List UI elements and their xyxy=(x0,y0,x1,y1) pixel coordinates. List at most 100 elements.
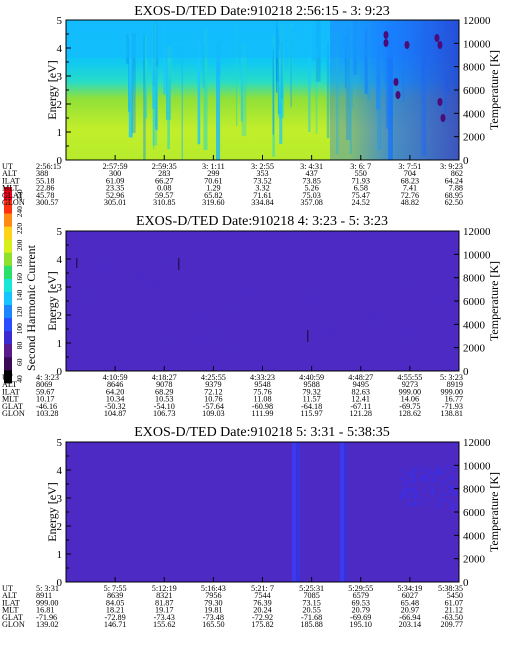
table-cell: 72.76 xyxy=(401,191,419,200)
heatmap-speckle xyxy=(421,503,425,506)
heatmap-speckle xyxy=(405,479,409,481)
heatmap-streak xyxy=(142,273,144,283)
table-cell: 3: 2:55 xyxy=(251,162,274,171)
heatmap-streak xyxy=(244,288,246,297)
heatmap-streak xyxy=(395,235,397,240)
heatmap-streak xyxy=(175,257,177,265)
heatmap-streak xyxy=(297,442,300,582)
table-cell: 76.39 xyxy=(253,598,271,607)
table-cell: 16.81 xyxy=(36,606,54,615)
table-cell: 7544 xyxy=(254,591,270,600)
heatmap-speckle xyxy=(438,503,442,506)
y2-tick-label: 0 xyxy=(463,577,469,589)
heatmap-speckle xyxy=(402,488,407,493)
table-cell: 10.34 xyxy=(106,395,124,404)
heatmap-speckle xyxy=(400,495,404,498)
heatmap-streak xyxy=(152,280,154,288)
heatmap-spot xyxy=(395,91,401,99)
panel-2-heatmap xyxy=(66,231,459,371)
y-tick-label: 3 xyxy=(57,71,63,83)
colorbar-block xyxy=(4,343,12,358)
table-cell: 10.53 xyxy=(155,395,173,404)
heatmap-speckle xyxy=(441,472,443,474)
heatmap-streak xyxy=(76,258,78,268)
table-cell: 319.60 xyxy=(202,198,225,207)
table-row-label: GLON xyxy=(2,409,25,418)
table-cell: 65.48 xyxy=(401,598,419,607)
panel-3-axes: 0 1 2 3 4 5 0 2000 4000 6000 8000 10000 12000 xyxy=(57,437,492,589)
table-cell: 139.02 xyxy=(36,620,59,629)
heatmap-speckle xyxy=(421,495,423,499)
colorbar-tick-label: 250 xyxy=(15,189,24,201)
heatmap-speckle xyxy=(450,504,454,510)
heatmap-speckle xyxy=(452,465,455,471)
table-cell: 6027 xyxy=(402,591,418,600)
y2-tick-label: 10000 xyxy=(463,249,491,261)
table-cell: -71.93 xyxy=(442,402,463,411)
table-cell: 9379 xyxy=(205,380,221,389)
table-cell: 64.20 xyxy=(106,387,124,396)
colorbar-block xyxy=(4,317,12,332)
y-tick-label: 2 xyxy=(57,99,63,111)
table-cell: -64.18 xyxy=(301,402,322,411)
table-cell: 138.81 xyxy=(440,409,463,418)
panel-2-y2label: Temperature [K] xyxy=(487,261,501,341)
colorbar-tick-label: 80 xyxy=(15,342,24,350)
table-cell: 8911 xyxy=(36,591,52,600)
heatmap-speckle xyxy=(407,499,409,503)
table-cell: 68.23 xyxy=(401,176,419,185)
table-cell: 4:48:27 xyxy=(348,373,373,382)
table-cell: 4:40:59 xyxy=(299,373,324,382)
heatmap-speckle xyxy=(414,500,417,504)
table-cell: 9495 xyxy=(353,380,369,389)
heatmap-speckle xyxy=(448,485,453,487)
table-cell: 146.71 xyxy=(104,620,127,629)
heatmap-speckle xyxy=(411,487,416,491)
y-tick-label: 4 xyxy=(57,43,63,55)
table-row-label: GLON xyxy=(2,620,25,629)
y2-tick-label: 2000 xyxy=(463,343,486,355)
heatmap-speckle xyxy=(422,479,426,482)
panel-1-y2label: Temperature [K] xyxy=(487,50,501,130)
table-cell: -72.89 xyxy=(105,613,126,622)
table-cell: 5:21: 7 xyxy=(251,584,274,593)
table-row-label: ALT xyxy=(2,591,17,600)
table-cell: -73.43 xyxy=(154,613,175,622)
table-cell: 121.28 xyxy=(349,409,372,418)
heatmap-speckle xyxy=(442,499,444,503)
colorbar-tick-label: 120 xyxy=(15,306,24,318)
heatmap-speckle xyxy=(455,503,458,507)
table-cell: 72.12 xyxy=(204,387,222,396)
heatmap-spot xyxy=(383,31,389,39)
heatmap-streak xyxy=(345,442,347,582)
heatmap-streak xyxy=(167,336,168,341)
heatmap-speckle xyxy=(414,501,417,506)
table-cell: 10.17 xyxy=(36,395,54,404)
heatmap-speckle xyxy=(418,485,420,487)
heatmap-speckle xyxy=(414,477,417,481)
heatmap-speckle xyxy=(422,476,425,481)
y-tick-label: 0 xyxy=(57,155,63,167)
table-cell: 209.77 xyxy=(440,620,463,629)
table-cell: 6579 xyxy=(353,591,369,600)
heatmap-speckle xyxy=(438,471,443,475)
y2-tick-label: 8000 xyxy=(463,62,486,74)
heatmap-speckle xyxy=(404,480,408,485)
table-cell: 550 xyxy=(355,169,367,178)
table-cell: -50.32 xyxy=(105,402,126,411)
table-row-label: ALT xyxy=(2,169,17,178)
heatmap-spot xyxy=(393,78,399,86)
y-tick-label: 5 xyxy=(57,437,63,449)
y2-tick-label: 2000 xyxy=(463,132,486,144)
table-cell: 75.76 xyxy=(253,387,271,396)
table-cell: 70.61 xyxy=(204,176,222,185)
table-cell: 5:16:43 xyxy=(201,584,226,593)
heatmap-streak xyxy=(317,292,319,302)
y2-tick-label: 12000 xyxy=(463,437,491,449)
table-cell: 5:29:55 xyxy=(348,584,373,593)
heatmap-speckle xyxy=(410,471,415,474)
panel-2-heatmap-streaks xyxy=(76,235,442,354)
heatmap-speckle xyxy=(457,493,459,497)
panel-3-title: EXOS-D/TED Date:910218 5: 3:31 - 5:38:35 xyxy=(134,425,389,440)
